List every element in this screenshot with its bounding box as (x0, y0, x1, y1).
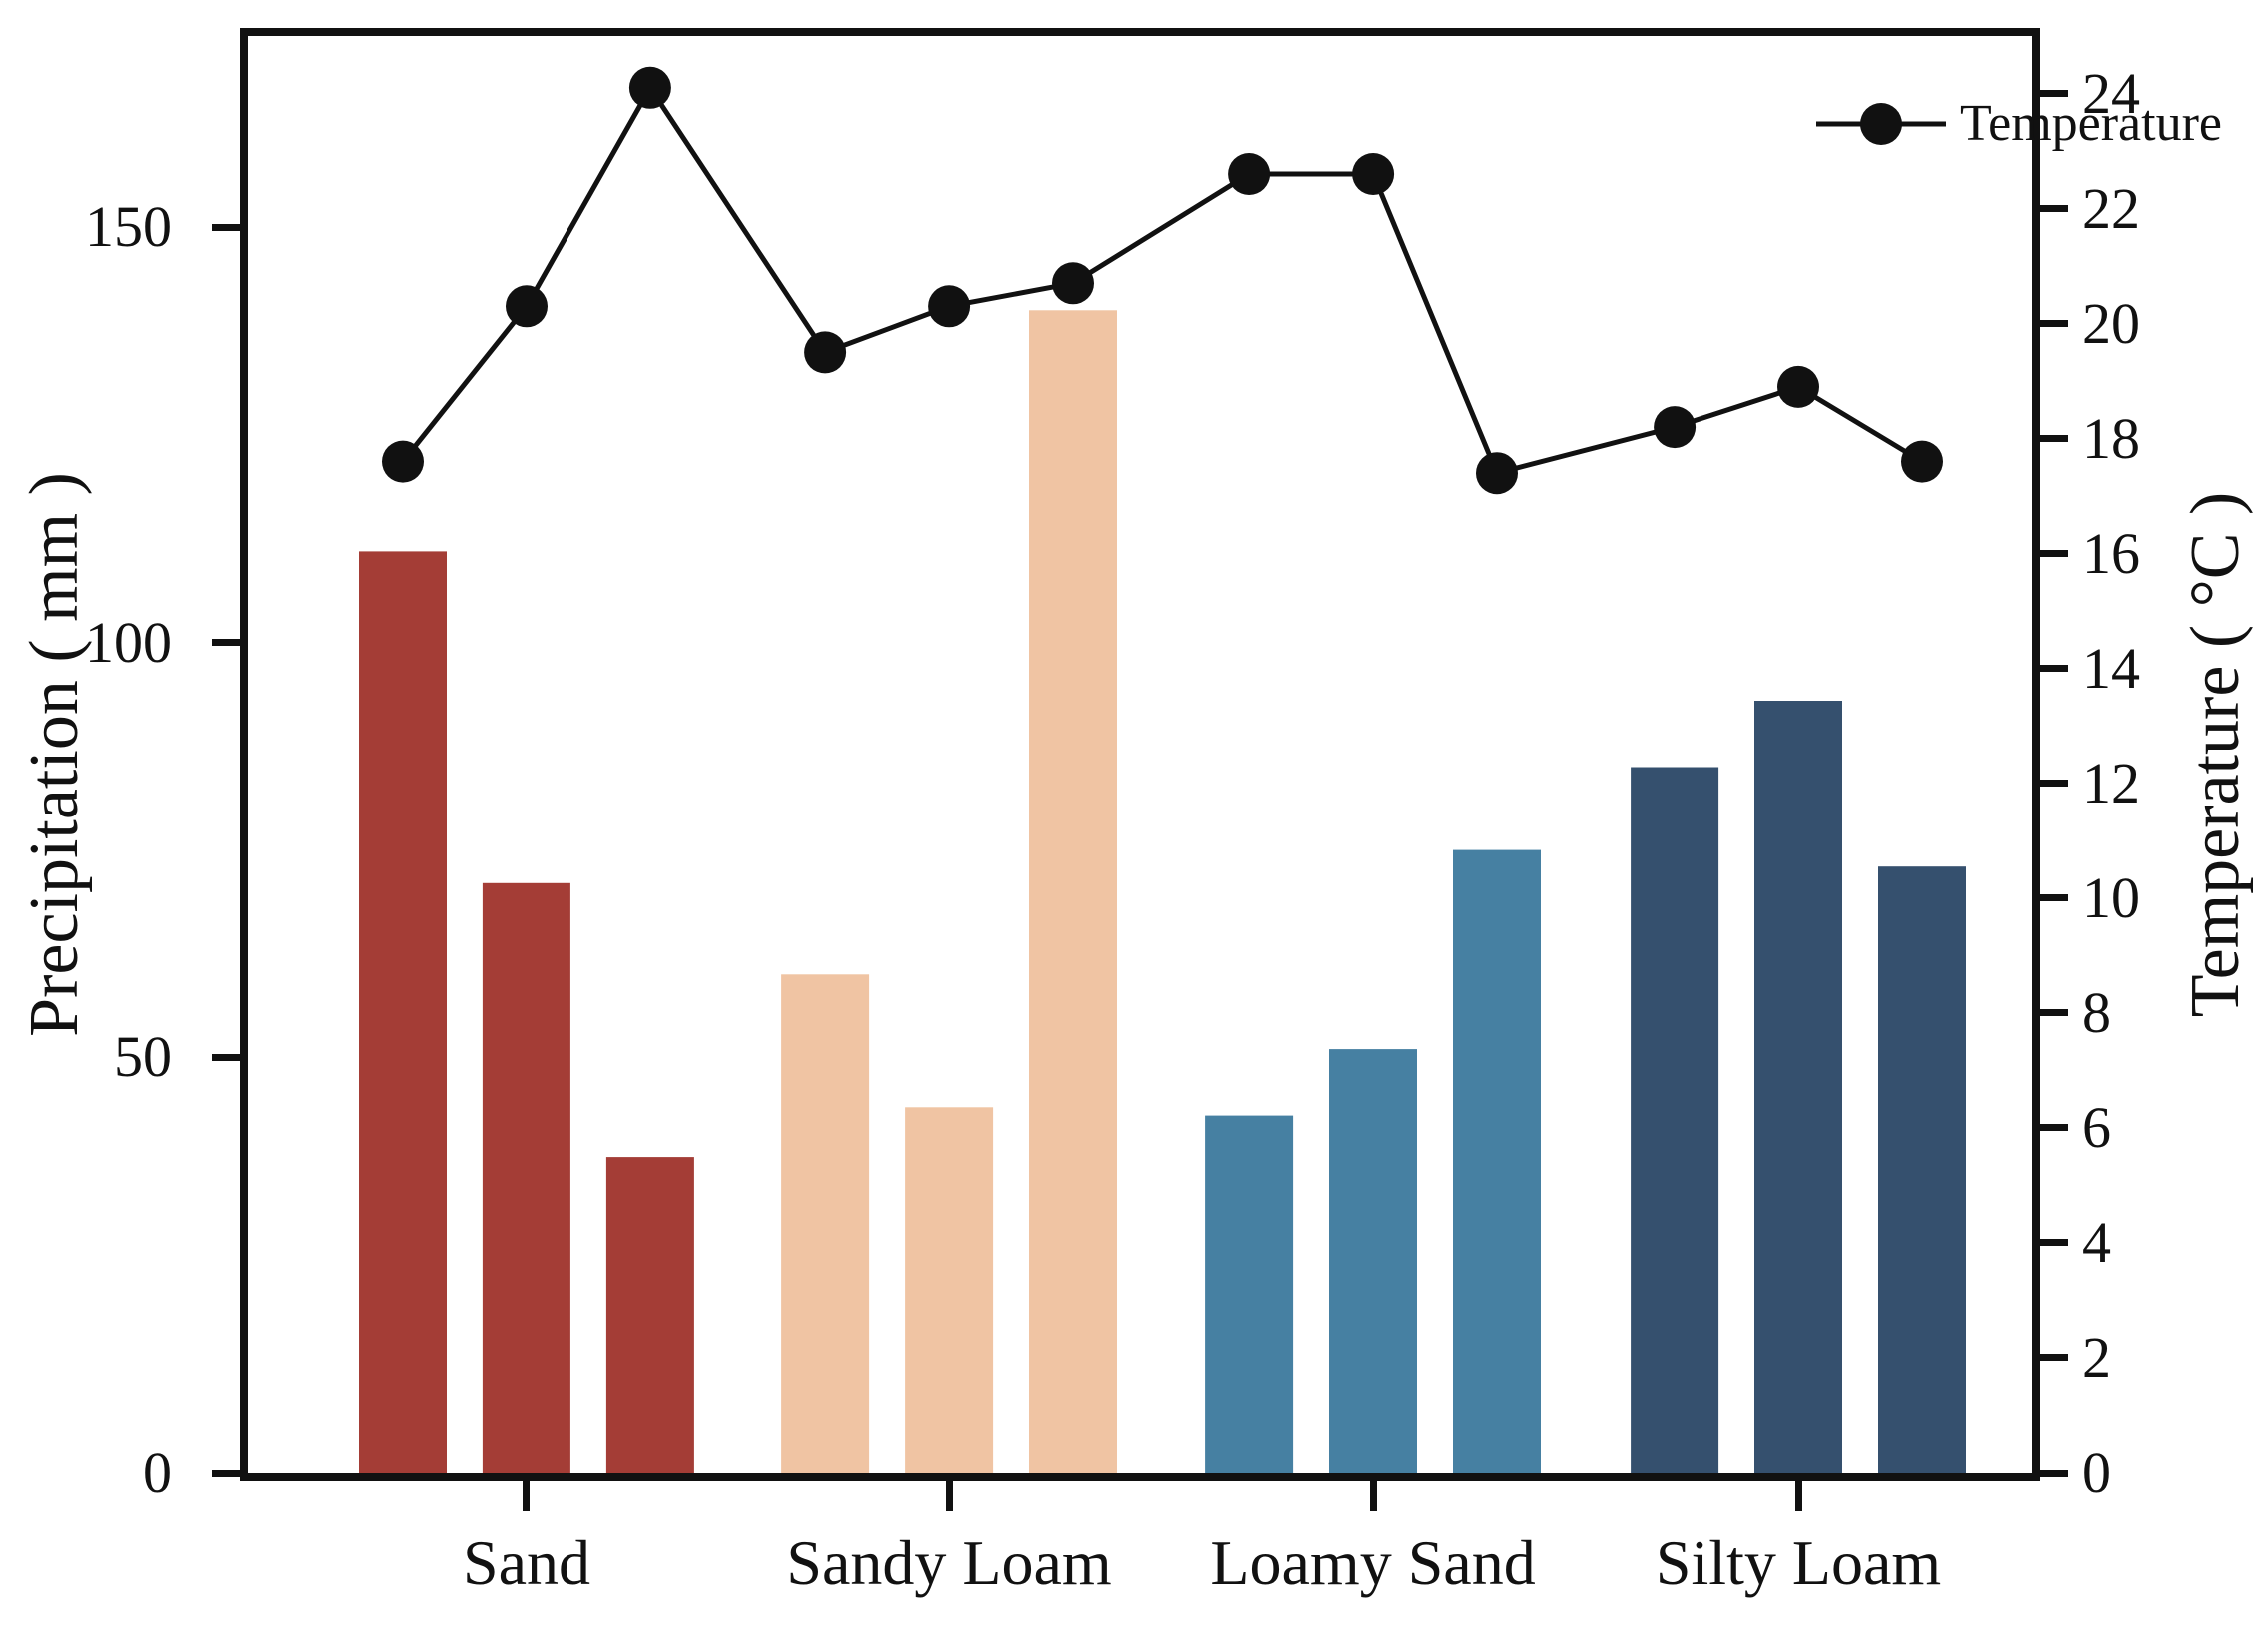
right-axis-tick-label: 6 (2082, 1094, 2111, 1160)
legend-temperature-marker-icon (1816, 103, 1946, 145)
right-axis-tick-label: 22 (2082, 175, 2140, 241)
temperature-point (382, 440, 424, 483)
right-axis-tick-label: 4 (2082, 1209, 2111, 1275)
right-axis-tick (2040, 1469, 2068, 1477)
right-axis-tick-label: 14 (2082, 635, 2140, 701)
right-axis-tick-label: 20 (2082, 290, 2140, 356)
x-category-label: Silty Loam (1655, 1527, 1942, 1598)
right-axis-tick-label: 12 (2082, 750, 2140, 815)
temperature-point (506, 285, 548, 328)
temperature-point (1228, 153, 1271, 195)
right-axis-tick (2040, 894, 2068, 902)
right-axis-tick (2040, 1124, 2068, 1132)
temperature-point (804, 331, 847, 374)
x-axis-tick (1794, 1481, 1802, 1511)
temperature-point (1052, 262, 1094, 305)
x-axis-tick (523, 1481, 531, 1511)
left-axis-tick-label: 50 (114, 1024, 172, 1090)
right-axis-tick (2040, 320, 2068, 328)
right-axis-tick (2040, 1239, 2068, 1247)
temperature-point (1777, 365, 1819, 408)
left-axis-tick-label: 0 (143, 1440, 172, 1505)
precipitation-bar (1329, 1049, 1417, 1473)
right-axis-tick-label: 10 (2082, 864, 2140, 930)
temperature-point (628, 66, 671, 109)
precipitation-bar (1453, 849, 1541, 1473)
right-axis-tick-label: 16 (2082, 520, 2140, 586)
left-axis-title: Precipitation ( mm ) (16, 472, 93, 1037)
x-category-label: Loamy Sand (1210, 1527, 1536, 1598)
temperature-point (1476, 452, 1518, 495)
left-axis-tick (212, 1053, 240, 1061)
right-axis-tick (2040, 90, 2068, 98)
plot-area: Temperature (240, 28, 2222, 1481)
x-category-label: Sand (462, 1527, 590, 1598)
right-axis-tick-label: 2 (2082, 1324, 2111, 1390)
right-axis-tick-label: 0 (2082, 1440, 2111, 1505)
right-axis-tick-label: 18 (2082, 405, 2140, 471)
left-axis-tick (212, 223, 240, 231)
x-category-label: Sandy Loam (786, 1527, 1112, 1598)
precipitation-bar (1878, 866, 1966, 1473)
x-axis-tick (945, 1481, 953, 1511)
precipitation-bar (1029, 310, 1117, 1473)
precipitation-bar (1631, 767, 1719, 1473)
temperature-point (928, 285, 971, 328)
left-axis-tick (212, 639, 240, 647)
right-axis-tick (2040, 1009, 2068, 1017)
legend: Temperature (1816, 98, 2222, 150)
right-axis-tick (2040, 435, 2068, 443)
temperature-point (1901, 440, 1943, 483)
left-axis-tick (212, 1469, 240, 1477)
right-axis-tick (2040, 665, 2068, 673)
temperature-point (1352, 153, 1395, 195)
right-axis-tick (2040, 1354, 2068, 1362)
left-axis-tick-label: 150 (85, 194, 172, 260)
precipitation-bar (781, 974, 870, 1473)
temperature-line (401, 83, 1924, 477)
right-axis-tick (2040, 550, 2068, 558)
temperature-point (1654, 406, 1697, 449)
left-axis-tick-label: 100 (85, 609, 172, 675)
x-axis-tick (1369, 1481, 1377, 1511)
right-axis-tick-label: 8 (2082, 979, 2111, 1045)
legend-temperature-label: Temperature (1960, 95, 2222, 152)
right-axis-title: Temperature ( °C ) (2177, 491, 2254, 1018)
precipitation-bar (482, 882, 570, 1473)
right-axis-tick-label: 24 (2082, 60, 2140, 126)
precipitation-bar (905, 1107, 994, 1473)
right-axis-tick (2040, 205, 2068, 213)
right-axis-tick (2040, 780, 2068, 788)
precipitation-bar (359, 551, 447, 1473)
precipitation-bar (1205, 1115, 1294, 1473)
precipitation-bar (1754, 701, 1842, 1473)
precipitation-bar (605, 1157, 694, 1473)
plot-svg (359, 66, 1966, 1473)
